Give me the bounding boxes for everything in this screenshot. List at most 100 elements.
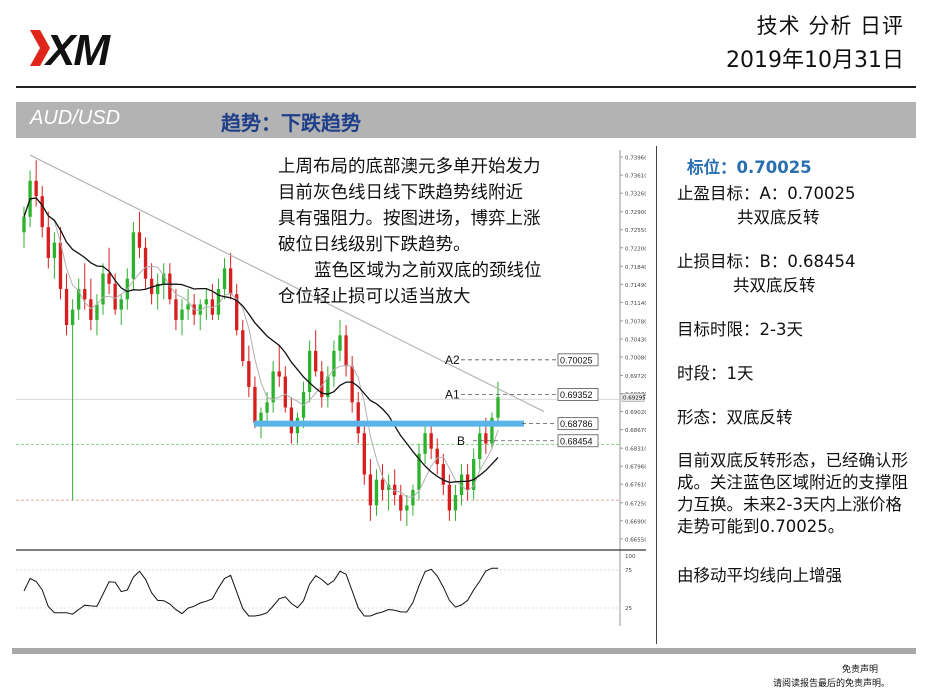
oscillator-tick-label: 100 (625, 554, 636, 560)
candle-body (399, 495, 403, 511)
price-tick-label: 0.66900 (625, 519, 646, 525)
trend-label: 趋势：下跌趋势 (221, 111, 361, 135)
candle-body (441, 464, 445, 485)
report-date: 2019年10月31日 (726, 48, 904, 73)
candle-body (58, 242, 63, 289)
annotation-line: 目前灰色线日线下跌趋势线附近 (278, 183, 523, 203)
candle-body (320, 371, 324, 398)
candle-body (380, 479, 385, 490)
pattern: 形态：双底反转 (677, 408, 793, 427)
candle-body (332, 350, 336, 377)
price-tick-label: 0.67610 (625, 483, 646, 489)
candle-body (447, 484, 452, 511)
annotation-line: 仓位轻止损可以适当放大 (278, 287, 471, 307)
ma-note: 由移动平均线向上增强 (677, 566, 842, 585)
annotation-line: 上周布局的底部澳元多单开始发力 (278, 157, 541, 177)
candle-body (283, 376, 287, 408)
annotation-line: 蓝色区域为之前双底的颈线位 (314, 261, 542, 281)
stop-loss: 止损目标：B：0.68454 (677, 252, 856, 271)
analysis-text: 目前双底反转形态，已经确认形成。关注蓝色区域附近的支撑阻力互换。未来2-3天内上… (677, 451, 908, 536)
price-tick-label: 0.71490 (625, 283, 646, 289)
header-divider (16, 86, 916, 88)
candle-body (162, 273, 166, 284)
target-level-value: 0.68454 (560, 436, 593, 446)
candle-body (101, 273, 105, 305)
target-level-value: 0.69352 (560, 390, 593, 400)
candle-body (277, 371, 281, 377)
candle-body (307, 350, 312, 393)
candle-body (496, 397, 500, 418)
price-tick-label: 0.66550 (625, 537, 646, 543)
current-price-box (621, 393, 645, 402)
candle-body (453, 495, 458, 511)
price-tick-label: 0.67250 (625, 501, 646, 507)
timeframe: 时段：1天 (677, 364, 754, 383)
stop-loss-note: 共双底反转 (733, 276, 816, 295)
take-profit: 止盈目标：A：0.70025 (677, 184, 856, 203)
moving-average-slow (23, 197, 499, 484)
price-tick-label: 0.71840 (625, 265, 646, 271)
candle-body (143, 247, 148, 279)
moving-average-fast (23, 197, 499, 498)
oscillator-tick-label: 75 (625, 568, 632, 574)
candle-body (271, 371, 275, 403)
price-tick-label: 0.72550 (625, 228, 646, 234)
candle-body (247, 361, 251, 387)
price-tick-label: 0.67960 (625, 465, 646, 471)
candle-body (314, 350, 318, 372)
candle-body (423, 433, 427, 454)
price-tick-label: 0.73260 (625, 192, 646, 198)
candle-body (22, 216, 26, 233)
panel-divider (656, 146, 657, 644)
candle-body (374, 479, 379, 506)
footer-bar (12, 648, 916, 654)
candle-body (350, 366, 354, 403)
candle-body (472, 458, 476, 490)
candle-body (465, 474, 470, 490)
candle-body (83, 288, 87, 300)
logo-text: XM (43, 26, 111, 74)
price-tick-label: 0.70780 (625, 319, 646, 325)
xm-logo: XM (30, 26, 113, 74)
candle-body (368, 474, 373, 506)
candle-body (156, 283, 160, 295)
annotation-line: 破位日线级别下跌趋势。 (278, 235, 471, 255)
price-tick-label: 0.71140 (625, 301, 646, 307)
candle-body (356, 402, 360, 434)
candle-body (131, 232, 136, 279)
price-tick-label: 0.68670 (625, 428, 646, 434)
currency-pair: AUD/USD (30, 107, 121, 129)
candle-body (113, 283, 117, 310)
target-level-box (557, 353, 599, 367)
candle-body (484, 433, 488, 444)
price-tick-label: 0.72200 (625, 246, 646, 252)
annotation-line: 具有强阻力。按图进场，博弈上涨 (278, 209, 541, 229)
price-tick-label: 0.73960 (625, 156, 646, 162)
candle-body (89, 299, 93, 320)
target-level-box (557, 434, 599, 448)
candle-body (180, 309, 184, 320)
current-price-label: 0.69295 (623, 396, 646, 402)
candle-body (435, 448, 439, 465)
candle-body (259, 412, 263, 423)
price-tick-label: 0.70080 (625, 355, 646, 361)
candle-body (204, 299, 208, 305)
candle-body (362, 433, 366, 475)
blue-neckline-zone (254, 420, 524, 427)
price-chart: 0.73960 0.73610 0.73260 0.72900 0.72550 0.722… (16, 150, 646, 626)
oscillator-line (23, 567, 498, 617)
candle-body (149, 278, 154, 295)
candle-body (222, 268, 227, 289)
candle-body (137, 232, 142, 248)
candle-body (459, 474, 464, 496)
candle-body (95, 304, 99, 320)
price-tick-label: 0.73610 (625, 174, 646, 180)
candle-body (34, 180, 38, 197)
candle-body (289, 407, 294, 434)
candle-body (216, 288, 221, 315)
price-tick-label: 0.69720 (625, 374, 646, 380)
chart-annotation: 上周布局的底部澳元多单开始发力 目前灰色线日线下跌趋势线附近 具有强阻力。按图进… (278, 154, 608, 310)
disclaimer-text: 请阅读报告最后的免责声明。 (772, 679, 890, 689)
report-type: 技术 分析 日评 (756, 14, 904, 38)
candle-body (198, 304, 202, 315)
